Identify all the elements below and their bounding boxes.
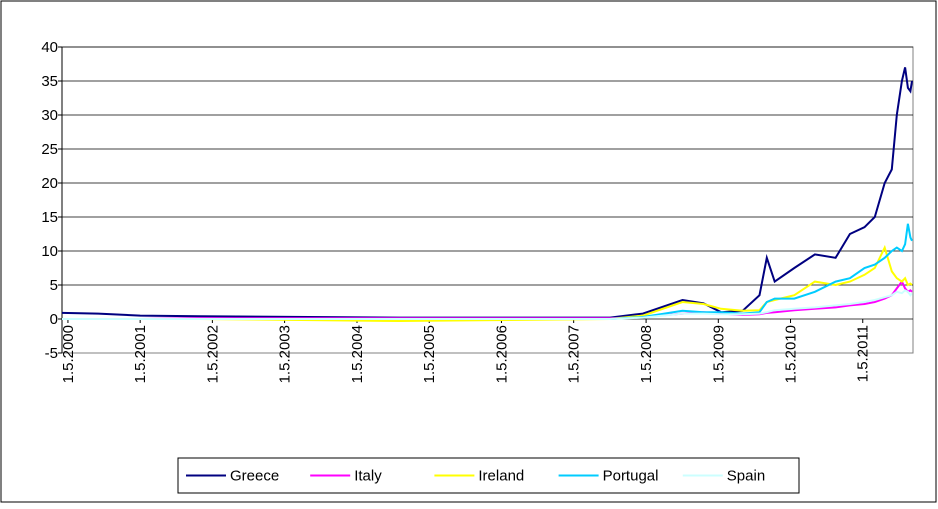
y-tick-label: 25	[41, 141, 58, 158]
legend-label: Portugal	[603, 468, 659, 485]
x-tick-label: 1.5.2006	[493, 325, 510, 383]
x-tick-label: 1.5.2000	[60, 325, 77, 383]
y-tick-label: 20	[41, 175, 58, 192]
x-tick-label: 1.5.2007	[566, 325, 583, 383]
y-tick-label: -5	[45, 345, 58, 362]
x-tick-label: 1.5.2010	[783, 325, 800, 383]
y-tick-label: 10	[41, 243, 58, 260]
legend: Greece Italy Ireland Portugal Spain	[177, 457, 800, 494]
series-line	[62, 289, 913, 320]
plot-area	[61, 46, 914, 354]
legend-label: Italy	[354, 468, 382, 485]
legend-label: Greece	[230, 468, 279, 485]
x-tick-label: 1.5.2003	[277, 325, 294, 383]
y-tick-label: 35	[41, 73, 58, 90]
y-tick-label: 0	[50, 311, 58, 328]
y-tick-label: 5	[50, 277, 58, 294]
x-tick-label: 1.5.2009	[710, 325, 727, 383]
legend-label: Ireland	[478, 468, 524, 485]
x-tick-label: 1.5.2002	[204, 325, 221, 383]
y-tick-label: 15	[41, 209, 58, 226]
y-tick-label: 40	[41, 39, 58, 56]
x-tick-label: 1.5.2011	[855, 325, 872, 382]
y-tick-label: 30	[41, 107, 58, 124]
x-tick-label: 1.5.2005	[421, 325, 438, 383]
x-tick-label: 1.5.2008	[638, 325, 655, 383]
x-tick-label: 1.5.2004	[349, 325, 366, 383]
x-tick-label: 1.5.2001	[132, 325, 149, 383]
legend-label: Spain	[727, 468, 765, 485]
